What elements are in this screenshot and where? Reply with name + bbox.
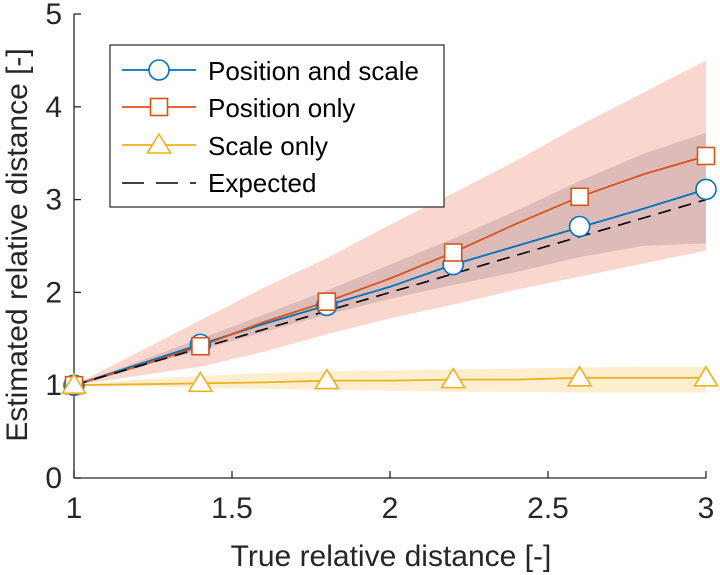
legend-label-scale-only: Scale only [208, 131, 328, 161]
marker-scale-only [187, 370, 214, 393]
legend-entries [122, 59, 196, 184]
marker-position-only [696, 146, 716, 166]
legend-marker-scale-only [146, 132, 172, 154]
marker-scale-only [566, 365, 593, 387]
x-tick-label: 1 [66, 492, 83, 525]
legend-marker-position-only [149, 97, 169, 117]
x-tick-label: 1.5 [211, 492, 253, 525]
confidence-bands [74, 60, 706, 393]
y-tick-label: 2 [45, 276, 62, 309]
x-tick-label: 2 [382, 492, 399, 525]
marker-position-only [443, 243, 463, 262]
marker-position-only [317, 292, 337, 311]
marker-position-only [570, 187, 589, 207]
marker-position-and-scale [568, 215, 591, 238]
y-tick-label: 4 [45, 91, 62, 124]
marker-scale-only [693, 365, 719, 387]
y-tick-label: 0 [45, 462, 62, 495]
legend: Position and scale Position only Scale o… [109, 44, 445, 208]
y-axis-label: Estimated relative distance [-] [1, 48, 34, 442]
x-tick-label: 2.5 [527, 492, 569, 525]
series-markers [61, 146, 719, 397]
marker-position-only [191, 336, 210, 356]
legend-label-expected: Expected [208, 168, 316, 198]
x-axis-label: True relative distance [-] [231, 540, 552, 573]
line-expected [73, 198, 707, 386]
marker-scale-only [313, 368, 340, 390]
y-tick-label: 5 [45, 0, 62, 31]
band-position-only [74, 60, 706, 386]
marker-position-and-scale [695, 178, 717, 201]
marker-scale-only [440, 367, 467, 389]
marker-scale-only [61, 372, 87, 395]
legend-label-position-only: Position only [208, 93, 355, 123]
series-lines [73, 155, 707, 387]
line-position-and-scale [73, 188, 707, 387]
line-position-only [73, 155, 707, 387]
band-scale-only [74, 366, 706, 393]
legend-marker-position-and-scale [148, 59, 170, 81]
line-scale-only [73, 376, 706, 387]
x-tick-label: 3 [698, 492, 715, 525]
y-tick-label: 3 [45, 184, 62, 217]
legend-label-position-and-scale: Position and scale [208, 56, 419, 86]
y-tick-label: 1 [45, 369, 62, 402]
